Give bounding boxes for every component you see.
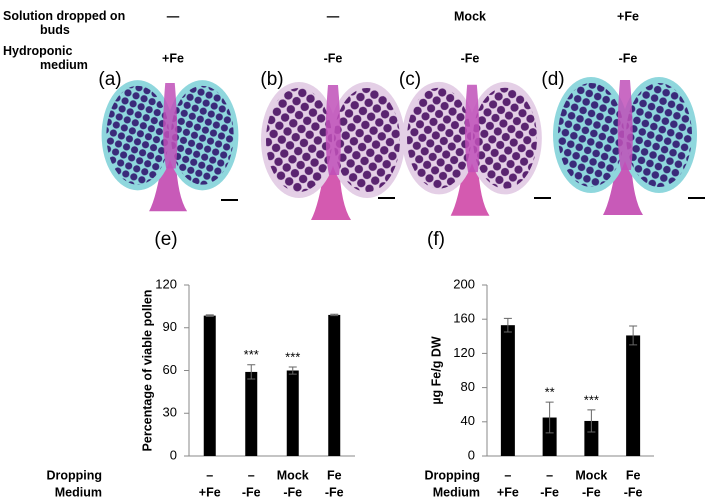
header-medium: +Fe [162, 51, 184, 65]
panel-label: (d) [541, 69, 564, 90]
anther-photo [101, 80, 239, 212]
bar [328, 314, 341, 456]
x-tick-label: Fe [327, 468, 342, 482]
header-row-label: Hydroponic medium [3, 44, 88, 72]
error-bar [545, 401, 554, 434]
header-dropped: Mock [454, 9, 486, 23]
header-row-label: Solution dropped on buds [3, 9, 125, 37]
header-dropped: — [167, 9, 180, 23]
header-medium: -Fe [461, 51, 480, 65]
panel-label: (f) [427, 229, 445, 250]
x-tick-label: Mock [575, 468, 607, 482]
panel-label: (b) [260, 69, 283, 90]
anther-photo [261, 82, 405, 220]
y-axis-label: Percentage of viable pollen [140, 290, 154, 452]
bar [626, 335, 641, 456]
panel-label: (a) [98, 69, 121, 90]
y-axis-label: µg Fe/g DW [429, 336, 443, 405]
category-row-name: Dropping [46, 468, 102, 482]
y-tick-label: 160 [453, 311, 475, 326]
significance-label: *** [584, 392, 599, 407]
header-row-label-text: Hydroponic [3, 44, 72, 58]
panel-label: (e) [154, 229, 177, 250]
bar [584, 420, 599, 456]
y-tick-label: 30 [163, 405, 177, 420]
x-tick-label: Mock [277, 468, 309, 482]
anther-photo [553, 77, 697, 215]
x-tick-label: +Fe [199, 485, 221, 499]
error-bar [629, 325, 638, 346]
significance-label: *** [244, 347, 259, 362]
y-tick-label: 40 [461, 413, 475, 428]
error-bar [330, 313, 339, 317]
x-tick-label: – [206, 468, 213, 482]
panel-label: (c) [399, 69, 421, 90]
significance-label: ** [545, 385, 555, 400]
y-tick-label: 90 [163, 319, 177, 334]
category-row-name: Medium [55, 485, 102, 499]
x-tick-label: – [546, 468, 553, 482]
x-tick-label: -Fe [582, 485, 601, 499]
error-bar [205, 314, 214, 317]
header-medium: -Fe [619, 51, 638, 65]
x-tick-label: +Fe [497, 485, 519, 499]
header-row-label-text: buds [40, 23, 70, 37]
x-tick-label: – [248, 468, 255, 482]
y-tick-label: 200 [453, 276, 475, 291]
category-row-name: Medium [433, 485, 480, 499]
header-dropped: — [327, 9, 340, 23]
y-tick-label: 60 [163, 362, 177, 377]
x-tick-label: -Fe [540, 485, 559, 499]
photos [101, 77, 705, 220]
x-tick-label: -Fe [325, 485, 344, 499]
error-bar [503, 317, 512, 333]
category-row-name: Dropping [424, 468, 480, 482]
bar [286, 370, 299, 456]
header-row-label-text: Solution dropped on [3, 9, 125, 23]
error-bar [288, 366, 297, 375]
y-tick-label: 120 [453, 345, 475, 360]
header-medium: -Fe [324, 51, 343, 65]
bar [542, 417, 557, 456]
error-bar [247, 364, 256, 380]
header-row-label-text: medium [40, 58, 88, 72]
bar [203, 315, 216, 456]
header-dropped: +Fe [617, 9, 639, 23]
y-tick-label: 80 [461, 379, 475, 394]
y-tick-label: 0 [170, 447, 177, 462]
x-tick-label: -Fe [624, 485, 643, 499]
anther-photo [402, 81, 542, 216]
x-tick-label: -Fe [283, 485, 302, 499]
bar [500, 325, 515, 456]
x-tick-label: – [504, 468, 511, 482]
bar [245, 371, 258, 456]
y-tick-label: 120 [155, 276, 177, 291]
x-tick-label: Fe [626, 468, 641, 482]
y-tick-label: 0 [468, 447, 475, 462]
error-bar [587, 409, 596, 433]
x-tick-label: -Fe [242, 485, 261, 499]
significance-label: *** [285, 349, 300, 364]
